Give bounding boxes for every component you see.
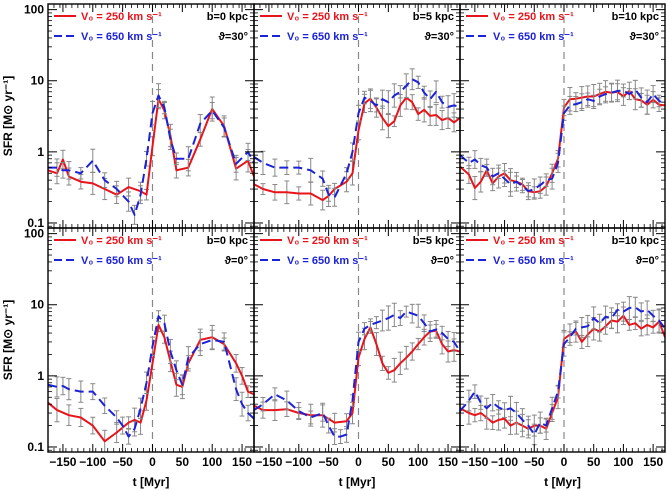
- y-tick-label: 10: [31, 298, 45, 312]
- legend-label: V₀ = 250 km s⁻¹: [493, 11, 574, 23]
- x-tick-label: 50: [382, 455, 396, 469]
- x-tick-label: 150: [643, 455, 663, 469]
- series-v250: [460, 306, 665, 440]
- series-v250: [254, 85, 460, 211]
- x-tick-label: 100: [408, 455, 428, 469]
- series-v650: [48, 310, 254, 445]
- panel-b0-t30: 0.1 1 10 100 V₀ = 250 km s⁻¹ V₀ = 650 km s⁻¹ b…: [24, 3, 255, 230]
- legend-label: V₀ = 650 km s⁻¹: [287, 31, 368, 43]
- panel-b10-t0: −150 −100 −50 0 50 100 150 V₀ = 250 km s⁻¹ V₀ = …: [459, 227, 666, 469]
- y-tick-label: 0.1: [27, 440, 44, 454]
- legend-label: V₀ = 650 km s⁻¹: [81, 31, 162, 43]
- series-line: [254, 310, 460, 438]
- panel-b-label: b=5 kpc: [413, 235, 454, 247]
- x-tick-label: −50: [524, 455, 545, 469]
- legend-label: V₀ = 250 km s⁻¹: [81, 11, 162, 23]
- series-line: [460, 306, 665, 436]
- x-axis-label: t [Myr]: [544, 475, 581, 489]
- y-axis-label: SFR [M⊙ yr⁻¹]: [1, 300, 15, 380]
- panel-theta-label: ϑ=0°: [431, 255, 454, 267]
- legend-label: V₀ = 250 km s⁻¹: [287, 235, 368, 247]
- x-tick-label: 100: [613, 455, 633, 469]
- legend-label: V₀ = 650 km s⁻¹: [493, 31, 574, 43]
- series-v250: [48, 89, 254, 205]
- x-tick-label: 50: [176, 455, 190, 469]
- y-tick-label: 1: [37, 145, 44, 159]
- panel-b5-t30: V₀ = 250 km s⁻¹ V₀ = 650 km s⁻¹ b=5 kpc ϑ=3…: [253, 3, 461, 229]
- x-axis-label: t [Myr]: [339, 475, 376, 489]
- x-tick-label: −150: [49, 455, 76, 469]
- x-tick-label: 0: [561, 455, 568, 469]
- x-tick-label: 150: [232, 455, 252, 469]
- x-tick-label: 0: [149, 455, 156, 469]
- x-tick-label: −100: [79, 455, 106, 469]
- panel-b-label: b=10 kpc: [612, 11, 659, 23]
- legend-label: V₀ = 650 km s⁻¹: [287, 255, 368, 267]
- x-tick-label: 150: [438, 455, 458, 469]
- series-v650: [48, 83, 254, 225]
- x-tick-label: 0: [355, 455, 362, 469]
- y-tick-label: 0.1: [27, 216, 44, 230]
- series-v650: [460, 79, 665, 201]
- panel-theta-label: ϑ=30°: [425, 31, 454, 43]
- series-line: [254, 96, 460, 202]
- x-tick-label: −150: [255, 455, 282, 469]
- panel-theta-label: ϑ=30°: [219, 31, 248, 43]
- panel-theta-label: ϑ=0°: [636, 255, 659, 267]
- y-tick-label: 100: [24, 227, 44, 241]
- y-tick-label: 100: [24, 3, 44, 17]
- panel-b0-t0: −150 −100 −50 0 50 100 150 0.1 1 10 100 V₀ = 250 km…: [24, 227, 255, 469]
- series-v250: [48, 317, 254, 452]
- series-line: [48, 315, 254, 438]
- series-line: [48, 98, 254, 196]
- panel-theta-label: ϑ=0°: [225, 255, 248, 267]
- panel-b10-t30: V₀ = 250 km s⁻¹ V₀ = 650 km s⁻¹ b=10 kpc ϑ=…: [459, 3, 666, 229]
- legend-label: V₀ = 250 km s⁻¹: [81, 235, 162, 247]
- panel-theta-label: ϑ=30°: [630, 31, 659, 43]
- x-tick-label: −50: [318, 455, 339, 469]
- x-tick-label: −100: [285, 455, 312, 469]
- series-line: [460, 314, 665, 430]
- x-tick-label: −50: [112, 455, 133, 469]
- series-v650: [254, 302, 460, 445]
- series-line: [460, 88, 665, 193]
- series-v650: [460, 296, 665, 446]
- series-v650: [254, 68, 460, 207]
- panel-b-label: b=0 kpc: [207, 11, 248, 23]
- legend-label: V₀ = 250 km s⁻¹: [493, 235, 574, 247]
- panel-b-label: b=0 kpc: [207, 235, 248, 247]
- x-tick-label: 50: [587, 455, 601, 469]
- x-tick-label: −150: [461, 455, 488, 469]
- y-axis-label: SFR [M⊙ yr⁻¹]: [1, 76, 15, 156]
- x-axis-label: t [Myr]: [133, 475, 170, 489]
- legend-label: V₀ = 650 km s⁻¹: [81, 255, 162, 267]
- legend-label: V₀ = 250 km s⁻¹: [287, 11, 368, 23]
- x-tick-label: −100: [491, 455, 518, 469]
- panel-frame: [459, 227, 666, 453]
- y-tick-label: 10: [31, 74, 45, 88]
- series-line: [254, 78, 460, 199]
- legend-label: V₀ = 650 km s⁻¹: [493, 255, 574, 267]
- panel-b-label: b=5 kpc: [413, 11, 454, 23]
- y-tick-label: 1: [37, 369, 44, 383]
- series-line: [48, 94, 254, 216]
- x-tick-label: 100: [202, 455, 222, 469]
- panel-b-label: b=10 kpc: [612, 235, 659, 247]
- panel-b5-t0: −150 −100 −50 0 50 100 150 V₀ = 250 km s⁻¹ V₀ = …: [253, 227, 461, 469]
